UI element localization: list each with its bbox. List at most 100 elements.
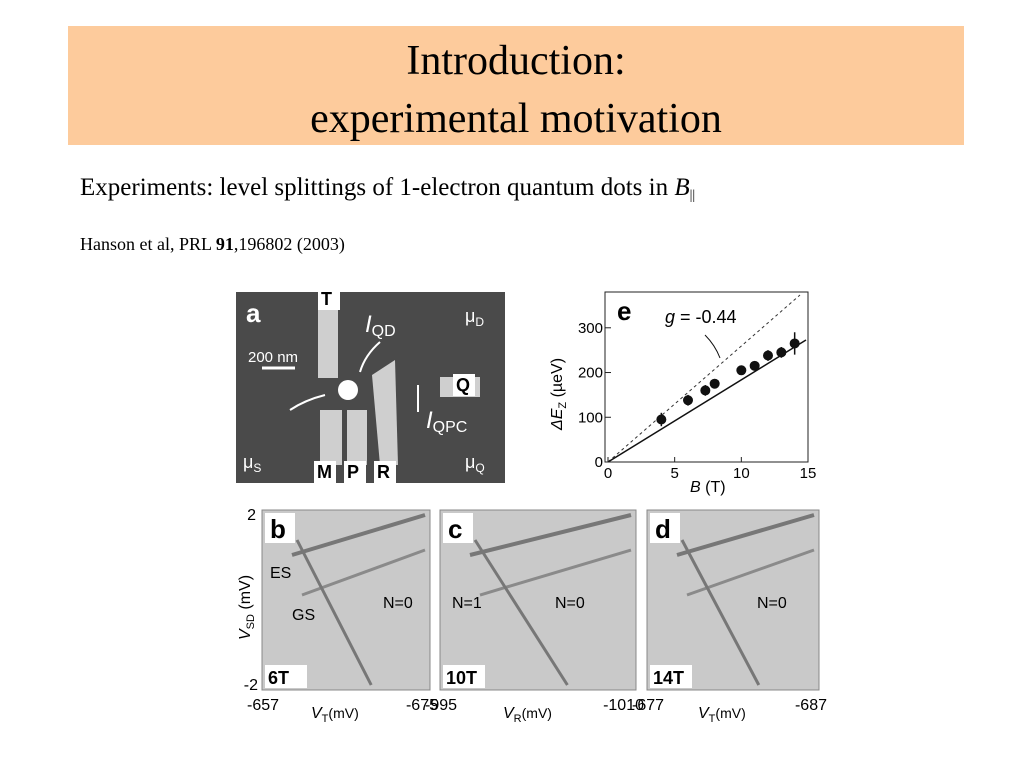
text-part: 200 nm: [248, 349, 298, 366]
text-part: -657: [247, 697, 279, 714]
data-point: [789, 338, 800, 349]
region-label: N=0: [555, 595, 585, 612]
text-part: -687: [795, 697, 827, 714]
transition-line: [469, 513, 632, 557]
text-part: M: [317, 462, 332, 482]
text-part: Q: [456, 375, 470, 395]
text-part: P: [347, 462, 359, 482]
volume: 91: [216, 234, 234, 254]
region-label: N=0: [383, 595, 413, 612]
reservoir-label: μS: [243, 452, 261, 475]
text-part: (µeV): [549, 358, 566, 402]
fit-line: [607, 339, 807, 463]
field-label: 14T: [653, 668, 684, 688]
data-point: [736, 365, 747, 376]
region-label: N=0: [757, 595, 787, 612]
text-part: 10: [733, 465, 750, 482]
scale-label: 200 nm: [248, 349, 298, 366]
x-tick-label: 10: [733, 465, 750, 482]
arrow: [289, 394, 326, 411]
text-part: N=0: [555, 595, 585, 612]
text-part: S: [253, 461, 261, 475]
x-tick-label: 5: [670, 465, 678, 482]
field-label-box: [265, 665, 307, 688]
text-part: 2: [247, 507, 256, 524]
text-part: -995: [425, 697, 457, 714]
text-part: (mV): [715, 705, 745, 721]
text-part: 0: [604, 465, 612, 482]
x-axis-label: VT(mV): [311, 705, 359, 725]
text-part: (mV): [522, 705, 552, 721]
title-box: [68, 26, 964, 145]
text-part: -677: [632, 697, 664, 714]
text-part: -1010: [603, 697, 644, 714]
gate-label-box: [318, 288, 340, 310]
text-part: N=0: [383, 595, 413, 612]
text-part: a: [246, 298, 261, 328]
title-line: experimental motivation: [310, 96, 722, 142]
x-tick-label: -657: [247, 697, 279, 714]
y-tick-label: 300: [578, 320, 603, 337]
text-part: c: [448, 514, 462, 544]
authors: Hanson et al, PRL: [80, 234, 216, 254]
text-part: 300: [578, 320, 603, 337]
region-label: GS: [292, 607, 315, 624]
plot-frame: [604, 291, 809, 463]
text-part: g: [665, 307, 675, 327]
gate-label: P: [347, 462, 359, 482]
region-label: N=1: [452, 595, 482, 612]
text-part: N=0: [757, 595, 787, 612]
annotation: g = -0.44: [665, 307, 737, 327]
panel-letter-box: [650, 513, 680, 543]
data-point: [709, 378, 720, 389]
x-tick-label: 0: [604, 465, 612, 482]
citation: ,196802 (2003): [234, 234, 345, 255]
reference-line: [607, 294, 801, 463]
text-part: D: [475, 315, 484, 329]
reservoir-label: μD: [465, 306, 484, 329]
panel-letter: a: [246, 298, 261, 328]
gate-label: M: [317, 462, 332, 482]
gate-label: Q: [456, 375, 470, 395]
panel-letter: e: [617, 296, 631, 326]
x-tick-label: -677: [632, 697, 664, 714]
gate-label-box: [314, 461, 336, 483]
field-label-box: [443, 665, 485, 688]
text-part: T: [321, 289, 332, 309]
text-part: (mV): [237, 575, 254, 614]
transition-line: [676, 513, 815, 557]
title-line: Introduction:: [406, 38, 625, 84]
body-text: Experiments: level splittings of 1-elect…: [80, 174, 674, 201]
body-text: Experiments: level splittings of 1-elect…: [80, 174, 695, 203]
text-part: QD: [372, 323, 396, 340]
text-part: V: [237, 628, 254, 640]
text-part: 100: [578, 409, 603, 426]
field-label: 6T: [268, 668, 289, 688]
gate-label: R: [377, 462, 390, 482]
x-axis-label: VT(mV): [698, 705, 746, 725]
text-part: SD: [245, 614, 257, 629]
text-part: R: [377, 462, 390, 482]
data-point: [776, 347, 787, 358]
x-tick-label: -675: [406, 697, 438, 714]
text-part: QPC: [433, 419, 468, 436]
text-part: GS: [292, 607, 315, 624]
region-label: ES: [270, 565, 291, 582]
gate-label-box: [374, 461, 396, 483]
text-part: e: [617, 296, 631, 326]
y-tick-label: -2: [244, 677, 258, 694]
x-tick-label: -995: [425, 697, 457, 714]
text-part: N=1: [452, 595, 482, 612]
panel-letter-box: [265, 513, 295, 543]
text-part: 15: [800, 465, 817, 482]
x-tick-label: 15: [800, 465, 817, 482]
arrow: [359, 341, 381, 373]
text-part: = -0.44: [675, 307, 737, 327]
data-point: [700, 385, 711, 396]
gate-label-box: [453, 374, 475, 396]
text-part: V: [503, 705, 515, 722]
